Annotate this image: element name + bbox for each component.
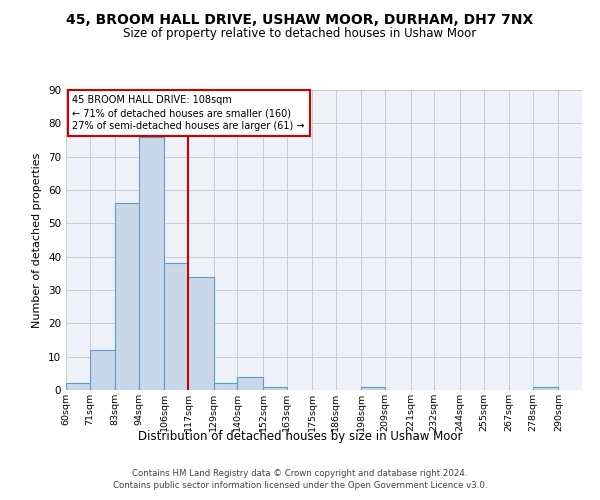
Text: Contains HM Land Registry data © Crown copyright and database right 2024.: Contains HM Land Registry data © Crown c… — [132, 468, 468, 477]
Bar — [237, 376, 263, 390]
Bar — [66, 384, 89, 390]
Bar — [361, 386, 385, 390]
Bar — [89, 350, 115, 390]
Bar — [115, 204, 139, 390]
Text: Distribution of detached houses by size in Ushaw Moor: Distribution of detached houses by size … — [138, 430, 462, 443]
Bar — [164, 264, 188, 390]
Bar — [533, 386, 559, 390]
Text: 45 BROOM HALL DRIVE: 108sqm
← 71% of detached houses are smaller (160)
27% of se: 45 BROOM HALL DRIVE: 108sqm ← 71% of det… — [73, 95, 305, 132]
Bar — [214, 384, 237, 390]
Text: Contains public sector information licensed under the Open Government Licence v3: Contains public sector information licen… — [113, 481, 487, 490]
Bar — [139, 136, 164, 390]
Text: Size of property relative to detached houses in Ushaw Moor: Size of property relative to detached ho… — [124, 28, 476, 40]
Text: 45, BROOM HALL DRIVE, USHAW MOOR, DURHAM, DH7 7NX: 45, BROOM HALL DRIVE, USHAW MOOR, DURHAM… — [67, 12, 533, 26]
Y-axis label: Number of detached properties: Number of detached properties — [32, 152, 43, 328]
Bar — [188, 276, 214, 390]
Bar — [263, 386, 287, 390]
